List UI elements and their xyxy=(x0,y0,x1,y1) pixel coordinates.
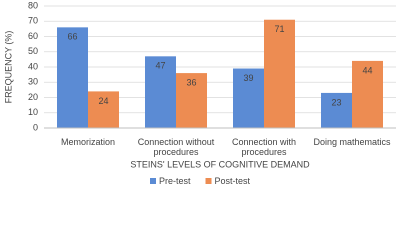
bar xyxy=(57,27,88,129)
legend-swatch xyxy=(150,178,156,184)
data-label: 47 xyxy=(155,61,165,71)
x-tick-label: Connection with procedures xyxy=(231,137,297,157)
data-label: 71 xyxy=(274,24,284,34)
data-label: 39 xyxy=(243,73,253,83)
data-label: 24 xyxy=(98,96,108,106)
bar xyxy=(145,56,176,129)
y-tick-label: 20 xyxy=(28,92,38,102)
bar xyxy=(352,60,383,128)
y-axis-label: FREQUENCY (%) xyxy=(3,31,13,104)
data-label: 36 xyxy=(186,77,196,87)
bar xyxy=(176,73,207,128)
bar xyxy=(88,91,119,128)
data-label: 44 xyxy=(362,65,372,75)
data-label: 66 xyxy=(67,32,77,42)
bar xyxy=(233,68,264,128)
y-tick-label: 0 xyxy=(33,122,38,132)
y-tick-label: 70 xyxy=(28,16,38,26)
x-axis-label: STEINS' LEVELS OF COGNITIVE DEMAND xyxy=(130,159,310,169)
y-tick-label: 30 xyxy=(28,77,38,87)
data-label: 23 xyxy=(331,97,341,107)
y-tick-label: 60 xyxy=(28,31,38,41)
legend-swatch xyxy=(205,178,212,184)
y-tick-label: 50 xyxy=(28,46,38,56)
chart: FREQUENCY (%) STEINS' LEVELS OF COGNITIV… xyxy=(3,0,396,186)
bar xyxy=(321,92,352,128)
x-tick-label: Doing mathematics xyxy=(313,137,391,147)
legend-label: Pre-test xyxy=(159,176,191,186)
y-tick-label: 40 xyxy=(28,61,38,71)
y-tick-label: 80 xyxy=(28,0,38,10)
legend-label: Post-test xyxy=(215,176,251,186)
x-tick-label: Connection without procedures xyxy=(137,137,215,157)
x-tick-label: Memorization xyxy=(60,137,116,147)
chart-container: FREQUENCY (%) STEINS' LEVELS OF COGNITIV… xyxy=(3,0,396,186)
bar xyxy=(264,19,295,129)
y-tick-label: 10 xyxy=(28,107,38,117)
